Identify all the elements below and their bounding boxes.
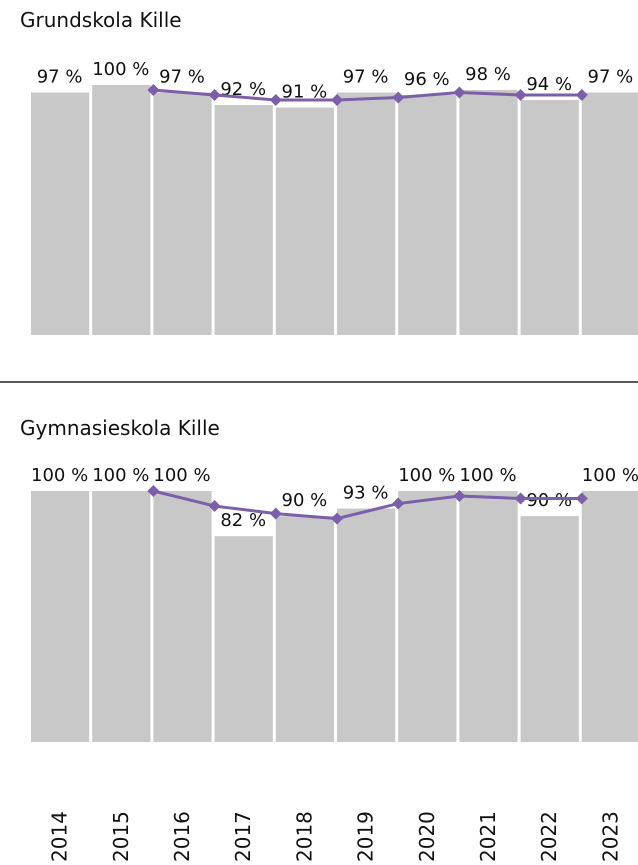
bar bbox=[92, 85, 151, 335]
line-marker bbox=[208, 500, 221, 513]
value-label: 97 % bbox=[343, 67, 389, 88]
value-label: 94 % bbox=[526, 74, 572, 95]
bar bbox=[214, 536, 273, 742]
value-label: 92 % bbox=[220, 79, 266, 100]
x-tick-label: 2016 bbox=[170, 811, 194, 862]
value-label: 90 % bbox=[526, 490, 572, 511]
bar bbox=[31, 92, 90, 335]
line bbox=[153, 88, 582, 102]
chart-title: Grundskola Kille bbox=[20, 8, 182, 32]
bar bbox=[398, 491, 457, 742]
line-marker bbox=[331, 94, 343, 106]
bar bbox=[581, 92, 638, 335]
value-label: 100 % bbox=[459, 465, 516, 486]
line-marker bbox=[147, 84, 160, 96]
value-label: 82 % bbox=[220, 510, 266, 531]
bar bbox=[398, 95, 457, 335]
x-tick-label: 2015 bbox=[109, 811, 133, 862]
bar bbox=[520, 100, 579, 335]
line-marker bbox=[208, 89, 221, 101]
value-label: 90 % bbox=[282, 490, 328, 511]
value-label: 100 % bbox=[92, 59, 149, 80]
x-tick-label: 2022 bbox=[537, 811, 561, 862]
value-label: 91 % bbox=[282, 82, 328, 103]
value-label: 100 % bbox=[582, 465, 638, 486]
bar bbox=[520, 516, 579, 742]
bar bbox=[459, 90, 518, 335]
bar bbox=[275, 107, 334, 335]
line-marker bbox=[514, 492, 527, 505]
line-marker bbox=[453, 490, 466, 503]
value-label: 100 % bbox=[31, 465, 88, 486]
line-marker bbox=[392, 91, 405, 104]
line-marker bbox=[575, 492, 588, 505]
value-label: 93 % bbox=[343, 483, 389, 504]
value-label: 97 % bbox=[588, 67, 634, 88]
value-label: 97 % bbox=[37, 67, 83, 88]
value-label: 96 % bbox=[404, 69, 450, 90]
bar bbox=[337, 508, 396, 742]
value-label: 100 % bbox=[92, 465, 149, 486]
line-marker bbox=[147, 485, 160, 497]
value-label: 98 % bbox=[465, 64, 511, 85]
bar bbox=[31, 491, 90, 742]
line-marker bbox=[392, 497, 405, 510]
bar bbox=[459, 491, 518, 742]
line-marker bbox=[269, 507, 282, 520]
value-label: 97 % bbox=[159, 67, 205, 88]
value-label: 100 % bbox=[398, 465, 455, 486]
x-tick-label: 2021 bbox=[476, 811, 500, 862]
line-marker bbox=[269, 94, 282, 106]
bar bbox=[275, 516, 334, 742]
line-marker bbox=[514, 89, 527, 101]
x-tick-label: 2018 bbox=[292, 811, 316, 862]
x-tick-label: 2023 bbox=[598, 811, 622, 862]
bar bbox=[92, 491, 151, 742]
bar bbox=[337, 92, 396, 335]
line-marker bbox=[453, 86, 466, 99]
x-tick-label: 2014 bbox=[48, 811, 72, 862]
line-marker bbox=[575, 89, 588, 101]
bar bbox=[214, 105, 273, 335]
line bbox=[153, 489, 582, 521]
x-tick-label: 2019 bbox=[354, 811, 378, 862]
x-tick-label: 2017 bbox=[231, 811, 255, 862]
x-tick-label: 2020 bbox=[415, 811, 439, 862]
bar bbox=[153, 92, 212, 335]
chart-title: Gymnasieskola Kille bbox=[20, 416, 220, 440]
bar bbox=[581, 491, 638, 742]
line-marker bbox=[331, 512, 343, 525]
value-label: 100 % bbox=[153, 465, 210, 486]
bar bbox=[153, 491, 212, 742]
